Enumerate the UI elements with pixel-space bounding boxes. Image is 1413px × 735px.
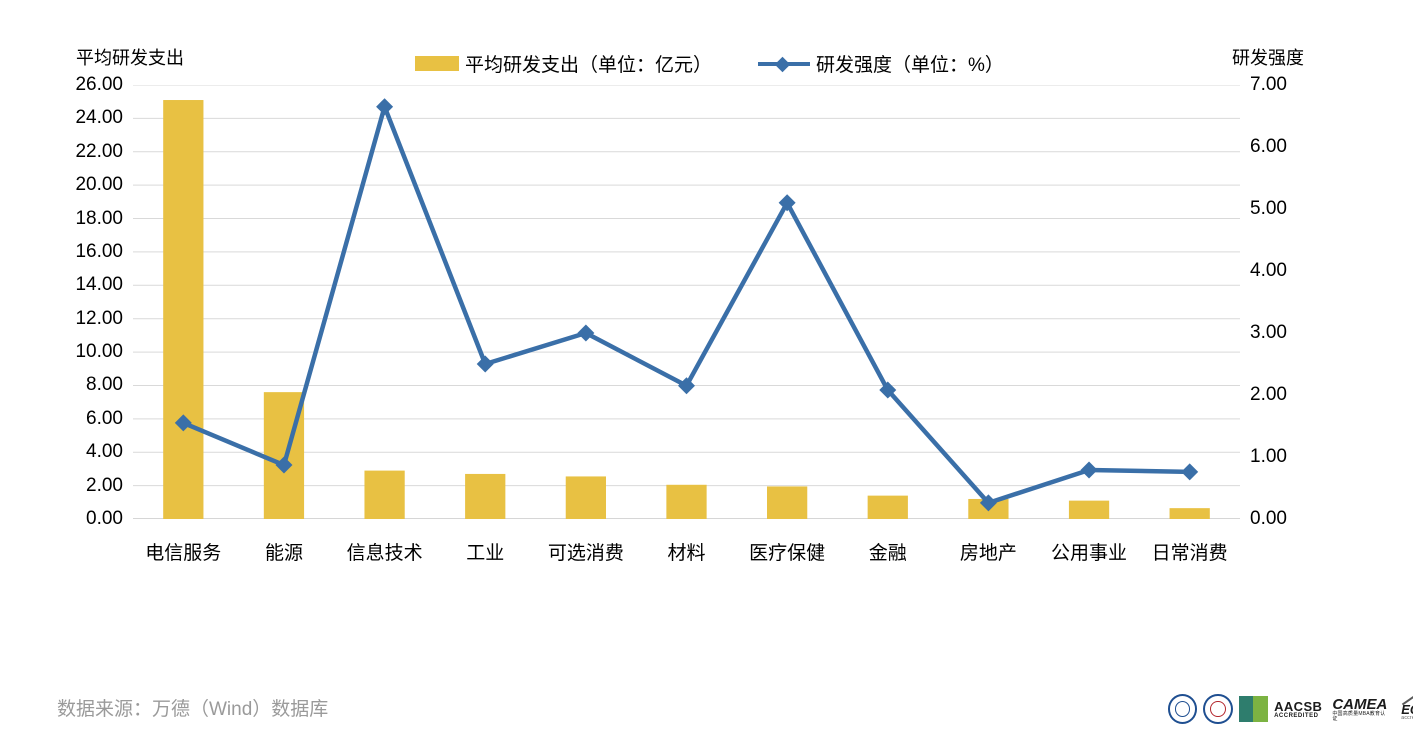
- category-label: 日常消费: [1151, 543, 1228, 564]
- left-axis-tick-label: 10.00: [75, 341, 123, 363]
- category-label: 金融: [868, 543, 907, 564]
- category-label: 电信服务: [145, 543, 222, 564]
- right-axis-tick-label: 1.00: [1250, 446, 1287, 467]
- left-axis-tick-label: 2.00: [86, 474, 123, 496]
- legend-swatch-bar-icon: [415, 56, 459, 71]
- left-axis-tick-label: 8.00: [86, 374, 123, 396]
- legend-swatch-line-icon: [758, 57, 811, 71]
- right-axis-tick-label: 0.00: [1250, 508, 1287, 529]
- university-seal-icon: [1168, 694, 1198, 724]
- chart-legend: 平均研发支出（单位：亿元） 研发强度（单位：%）: [415, 50, 1004, 77]
- left-axis-tick-label: 26.00: [75, 74, 123, 95]
- right-axis-title: 研发强度: [1232, 48, 1304, 68]
- left-axis-tick-label: 12.00: [75, 307, 123, 329]
- plot-area: [133, 85, 1240, 519]
- right-axis-tick-label: 4.00: [1250, 260, 1287, 281]
- left-axis-tick-label: 4.00: [86, 441, 123, 463]
- legend-label-bar: 平均研发支出（单位：亿元）: [465, 55, 713, 76]
- right-axis-tick-label: 2.00: [1250, 384, 1287, 405]
- left-axis-tick-label: 0.00: [86, 508, 123, 529]
- right-axis-tick-label: 3.00: [1250, 322, 1287, 343]
- right-axis-tick-label: 7.00: [1250, 74, 1287, 95]
- left-axis-tick-label: 24.00: [75, 107, 123, 129]
- camea-logo-text: CAMEA 中国高质量MBA教育认证: [1332, 697, 1389, 722]
- category-label: 工业: [466, 543, 505, 564]
- aacsb-name: AACSB: [1274, 698, 1323, 714]
- equis-status: accredited: [1401, 715, 1413, 722]
- plot-svg: [133, 85, 1240, 519]
- category-label: 公用事业: [1051, 543, 1128, 564]
- legend-item-line[interactable]: 研发强度（单位：%）: [758, 50, 1004, 77]
- legend-label-line: 研发强度（单位：%）: [816, 55, 1004, 76]
- legend-item-bar[interactable]: 平均研发支出（单位：亿元）: [415, 50, 712, 77]
- category-label: 材料: [667, 543, 706, 564]
- category-label: 房地产: [959, 543, 1017, 564]
- aacsb-status: ACCREDITED: [1274, 712, 1319, 719]
- category-label: 能源: [264, 543, 303, 564]
- business-school-seal-icon: [1203, 694, 1233, 724]
- accreditation-logos: AACSB ACCREDITED CAMEA 中国高质量MBA教育认证 EFMD…: [1168, 694, 1413, 724]
- category-label: 信息技术: [346, 543, 423, 564]
- camea-name: CAMEA: [1332, 695, 1388, 713]
- left-axis-title: 平均研发支出: [76, 48, 184, 68]
- category-label: 医疗保健: [749, 543, 826, 564]
- aacsb-mark-icon: [1238, 696, 1269, 722]
- camea-subtitle: 中国高质量MBA教育认证: [1332, 710, 1386, 722]
- left-axis-tick-label: 16.00: [75, 240, 123, 262]
- left-axis-tick-label: 14.00: [75, 274, 123, 296]
- aacsb-logo-text: AACSB ACCREDITED: [1274, 700, 1322, 719]
- source-note: 数据来源：万德（Wind）数据库: [57, 699, 329, 720]
- equis-logo-text: EFMD EQUIS accredited: [1401, 694, 1413, 722]
- left-axis-tick-label: 20.00: [75, 174, 123, 196]
- left-axis-tick-label: 18.00: [75, 207, 123, 229]
- category-label: 可选消费: [547, 543, 624, 564]
- right-axis-tick-label: 6.00: [1250, 136, 1287, 157]
- left-axis-tick-label: 6.00: [86, 407, 123, 429]
- left-axis-tick-label: 22.00: [75, 140, 123, 162]
- equis-name: EQUIS: [1401, 701, 1413, 717]
- right-axis-tick-label: 5.00: [1250, 198, 1287, 219]
